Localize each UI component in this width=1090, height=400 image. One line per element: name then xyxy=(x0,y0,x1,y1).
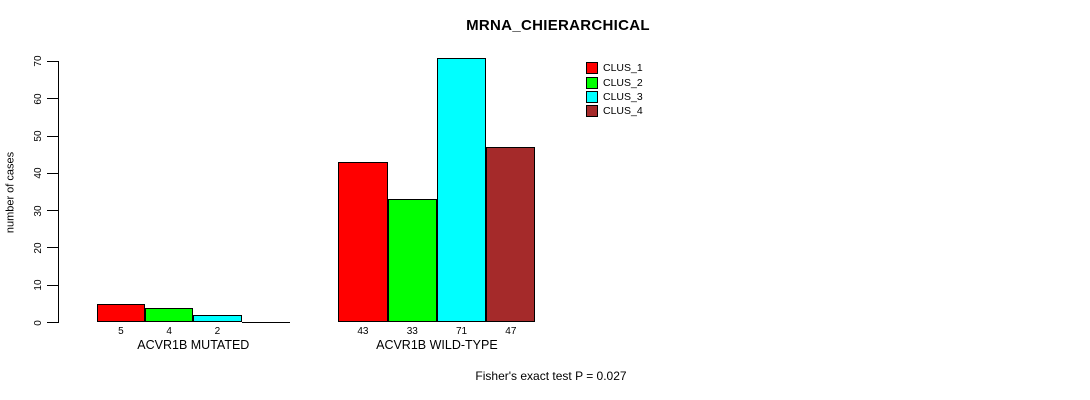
x-category-label: ACVR1B MUTATED xyxy=(137,338,250,352)
y-tick-label: 30 xyxy=(33,205,44,217)
y-tick-label: 0 xyxy=(33,319,44,326)
y-tick xyxy=(47,135,58,137)
y-tick xyxy=(47,210,58,212)
legend-swatch-icon xyxy=(586,105,598,118)
y-tick xyxy=(47,60,58,62)
legend-swatch-icon xyxy=(586,76,598,89)
legend-swatch-icon xyxy=(586,90,598,103)
bar-clus_3-group2 xyxy=(436,57,487,323)
y-axis-line xyxy=(58,61,60,324)
bar-clus_2-group2 xyxy=(387,199,437,323)
legend-item: CLUS_3 xyxy=(586,90,643,104)
chart-legend: CLUS_1 CLUS_2 CLUS_3 CLUS_4 xyxy=(586,61,643,119)
bar-value-label: 4 xyxy=(166,325,172,337)
bar-value-label: 43 xyxy=(357,325,369,337)
bar-clus_2-group1 xyxy=(145,307,194,323)
legend-item: CLUS_1 xyxy=(586,61,643,75)
legend-item: CLUS_2 xyxy=(586,75,643,89)
chart-title: MRNA_CHIERARCHICAL xyxy=(466,17,650,34)
y-tick-label: 50 xyxy=(33,130,44,142)
y-tick xyxy=(47,98,58,100)
bar-value-label: 71 xyxy=(455,325,468,337)
legend-label: CLUS_2 xyxy=(603,76,643,89)
bar-clus_4-group1-zero xyxy=(241,321,290,323)
bar-clus_1-group1 xyxy=(96,303,145,323)
stat-test-annotation: Fisher's exact test P = 0.027 xyxy=(475,369,627,383)
legend-swatch-icon xyxy=(586,62,598,75)
bar-value-label: 47 xyxy=(505,325,517,337)
y-tick xyxy=(47,284,58,286)
bar-value-label: 33 xyxy=(406,325,418,337)
y-tick-label: 20 xyxy=(33,242,44,254)
y-tick xyxy=(47,322,58,323)
bar-clus_3-group1 xyxy=(193,315,242,323)
y-tick-label: 40 xyxy=(33,167,44,179)
bar-clus_4-group2 xyxy=(486,147,536,323)
y-tick-label: 10 xyxy=(33,279,44,291)
bar-value-label: 5 xyxy=(118,325,124,337)
legend-label: CLUS_4 xyxy=(603,105,643,118)
x-category-label: ACVR1B WILD-TYPE xyxy=(376,338,498,352)
y-tick xyxy=(47,172,58,174)
legend-item: CLUS_4 xyxy=(586,104,643,118)
bar-value-label: 2 xyxy=(214,325,221,337)
y-tick-label: 60 xyxy=(33,93,44,105)
legend-label: CLUS_1 xyxy=(603,62,643,75)
y-tick-label: 70 xyxy=(33,55,44,67)
legend-label: CLUS_3 xyxy=(603,90,643,103)
bar-clus_1-group2 xyxy=(338,162,388,323)
y-tick xyxy=(47,247,58,249)
